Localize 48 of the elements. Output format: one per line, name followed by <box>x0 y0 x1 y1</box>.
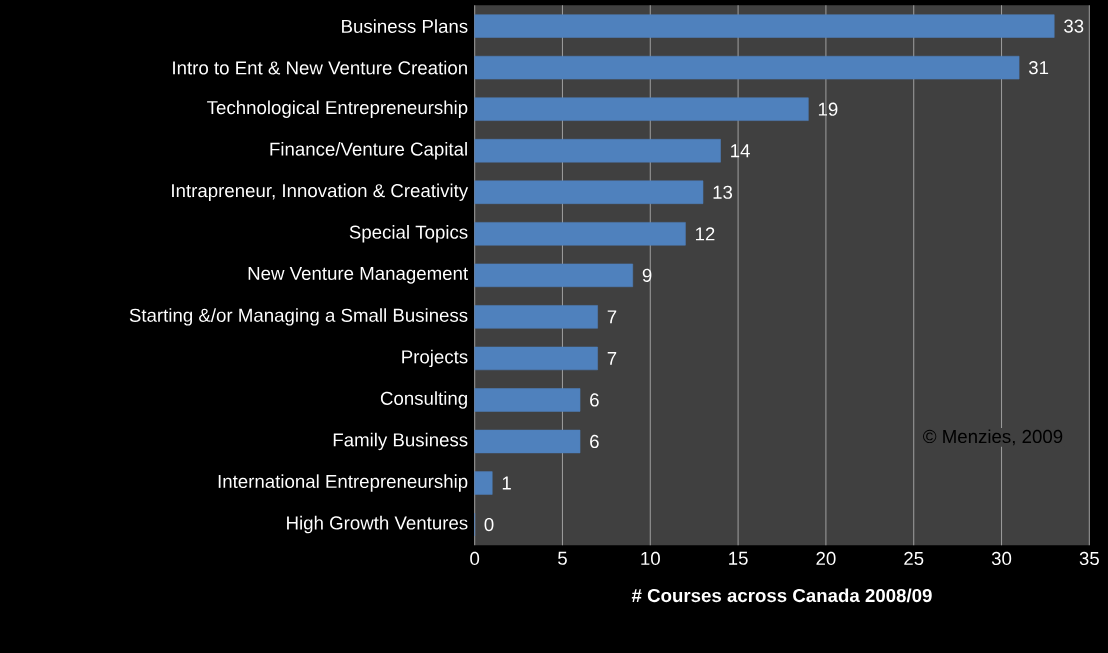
bar <box>474 14 1055 38</box>
bar <box>474 305 598 329</box>
bar <box>474 180 704 204</box>
bar <box>474 471 493 495</box>
y-tick-label: Projects <box>402 349 468 367</box>
y-tick-label: Consulting <box>380 391 467 409</box>
x-tick-label: 35 <box>1079 551 1099 565</box>
data-label: 12 <box>695 227 715 241</box>
data-label: 9 <box>642 268 652 282</box>
data-label: 0 <box>484 517 494 532</box>
bar <box>474 138 721 163</box>
data-label: 13 <box>713 185 733 199</box>
data-label: 1 <box>502 476 511 490</box>
y-tick-label: International Entrepreneurship <box>218 474 468 492</box>
data-label: 7 <box>607 310 617 324</box>
data-label: 6 <box>590 393 599 407</box>
bar <box>474 263 633 287</box>
y-tick-label: Intrapreneur, Innovation & Creativity <box>172 183 469 201</box>
x-tick-label: 15 <box>729 551 748 565</box>
y-tick-label: Intro to Ent & New Venture Creation <box>173 60 467 75</box>
bar <box>474 221 686 246</box>
data-label: 7 <box>607 351 617 365</box>
y-tick-label: Technological Entrepreneurship <box>207 100 468 118</box>
data-label: 31 <box>1028 60 1049 75</box>
x-axis-title: # Courses across Canada 2008/09 <box>631 588 932 603</box>
y-tick-label: New Venture Management <box>248 266 468 284</box>
y-tick-label: High Growth Ventures <box>287 515 468 534</box>
y-tick-label: Starting &/or Managing a Small Business <box>129 308 468 326</box>
annotation: © Menzies, 2009 <box>923 429 1063 446</box>
data-label: 19 <box>818 102 838 116</box>
y-tick-label: Business Plans <box>342 19 468 33</box>
bar <box>474 97 809 121</box>
bar <box>474 346 598 370</box>
y-tick-label: Special Topics <box>349 224 468 243</box>
x-tick-label: 5 <box>558 551 567 565</box>
bar <box>474 429 581 454</box>
bar <box>474 55 1020 80</box>
x-tick-label: 25 <box>904 551 924 565</box>
y-tick-label: Finance/Venture Capital <box>270 141 467 160</box>
y-tick-label: Family Business <box>333 432 468 451</box>
x-tick-label: 10 <box>641 551 660 565</box>
x-tick-label: 30 <box>991 551 1012 565</box>
x-tick-label: 0 <box>470 551 480 565</box>
bar <box>474 388 581 412</box>
x-tick-label: 20 <box>816 551 836 565</box>
data-label: 6 <box>590 434 599 448</box>
data-label: 14 <box>731 144 750 157</box>
data-label: 33 <box>1064 19 1084 33</box>
